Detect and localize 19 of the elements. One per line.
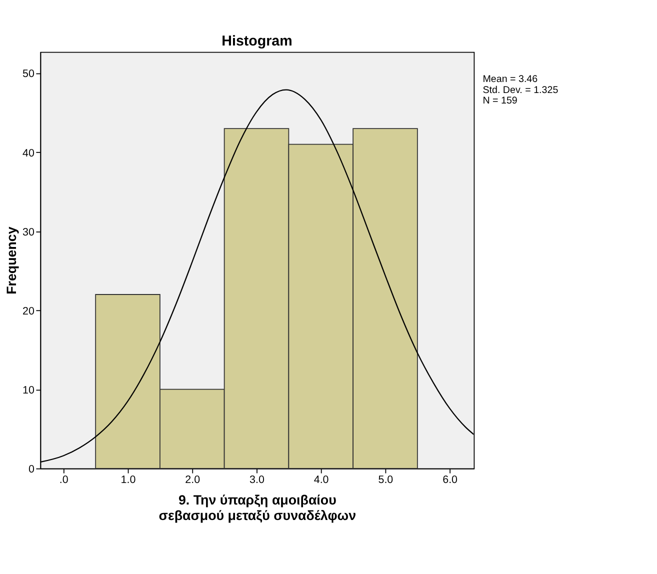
x-axis-title: 9. Την ύπαρξη αμοιβαίου σεβασμού μεταξύ συναδέλφων — [158, 492, 356, 523]
x-tick-label: .0 — [59, 474, 68, 486]
y-tick-label: 0 — [28, 463, 34, 476]
y-tick-label: 30 — [22, 226, 34, 238]
x-tick-label: 3.0 — [250, 474, 264, 486]
text: Std. Dev. = 1.325 — [482, 84, 559, 96]
x-tick-label: 5.0 — [378, 474, 394, 486]
chart-title: Histogram — [222, 34, 292, 50]
y-tick-label: 50 — [22, 68, 34, 80]
text: N = 159 — [482, 96, 518, 107]
y-tick-label: 40 — [22, 147, 34, 160]
x-tick-label: 2.0 — [185, 474, 200, 486]
text: Mean = 3.46 — [482, 74, 538, 86]
x-tick-label: 4.0 — [314, 474, 329, 486]
y-tick-label: 20 — [22, 305, 34, 318]
y-axis-title: Frequency — [4, 226, 20, 294]
x-tick-label: 6.0 — [442, 474, 458, 486]
x-tick-label: 1.0 — [120, 474, 136, 486]
y-tick-label: 10 — [22, 384, 34, 396]
